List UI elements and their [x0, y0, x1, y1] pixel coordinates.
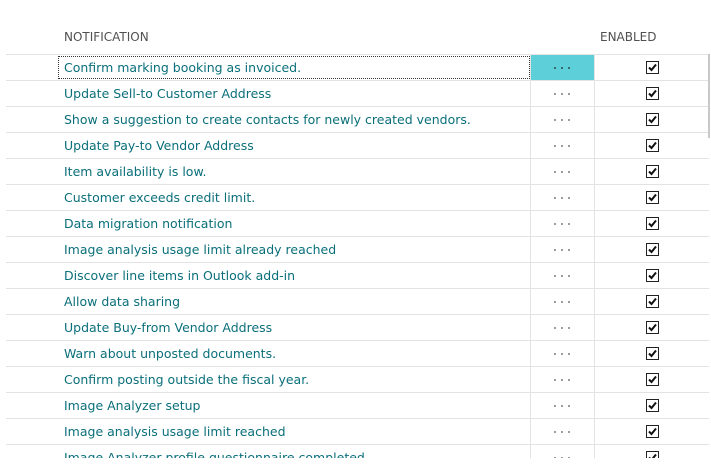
- enabled-checkbox[interactable]: [646, 113, 660, 127]
- more-icon: [554, 67, 570, 69]
- notification-row[interactable]: Update Pay-to Vendor Address: [6, 132, 709, 158]
- notification-row[interactable]: Update Sell-to Customer Address: [6, 80, 709, 106]
- more-icon: [554, 457, 570, 458]
- notification-row[interactable]: Discover line items in Outlook add-in: [6, 262, 709, 288]
- more-icon: [554, 171, 570, 173]
- enabled-checkbox[interactable]: [646, 165, 660, 179]
- notification-name[interactable]: Warn about unposted documents.: [57, 341, 531, 366]
- notification-row[interactable]: Image Analyzer setup: [6, 392, 709, 418]
- row-actions[interactable]: [531, 237, 595, 262]
- enabled-checkbox[interactable]: [646, 87, 660, 101]
- enabled-checkbox[interactable]: [646, 139, 660, 153]
- more-icon: [554, 249, 570, 251]
- more-icon: [554, 275, 570, 277]
- notification-row[interactable]: Data migration notification: [6, 210, 709, 236]
- notification-row[interactable]: Image analysis usage limit reached: [6, 418, 709, 444]
- notification-name[interactable]: Confirm marking booking as invoiced.: [57, 55, 531, 80]
- more-icon: [554, 223, 570, 225]
- more-icon: [554, 119, 570, 121]
- enabled-checkbox[interactable]: [646, 191, 660, 205]
- row-actions[interactable]: [531, 211, 595, 236]
- scrollbar[interactable]: [708, 54, 710, 138]
- notification-row[interactable]: Warn about unposted documents.: [6, 340, 709, 366]
- enabled-checkbox[interactable]: [646, 347, 660, 361]
- more-icon: [554, 301, 570, 303]
- enabled-checkbox[interactable]: [646, 243, 660, 257]
- notification-name[interactable]: Data migration notification: [57, 211, 531, 236]
- notification-name[interactable]: Update Sell-to Customer Address: [57, 81, 531, 106]
- notification-name[interactable]: Image Analyzer setup: [57, 393, 531, 418]
- notification-name[interactable]: Customer exceeds credit limit.: [57, 185, 531, 210]
- notification-name[interactable]: Allow data sharing: [57, 289, 531, 314]
- notification-row[interactable]: Allow data sharing: [6, 288, 709, 314]
- enabled-checkbox[interactable]: [646, 295, 660, 309]
- enabled-checkbox[interactable]: [646, 217, 660, 231]
- notification-name[interactable]: Update Buy-from Vendor Address: [57, 315, 531, 340]
- row-actions[interactable]: [531, 315, 595, 340]
- row-actions[interactable]: [531, 133, 595, 158]
- row-actions[interactable]: [531, 159, 595, 184]
- more-icon: [554, 431, 570, 433]
- notification-name[interactable]: Discover line items in Outlook add-in: [57, 263, 531, 288]
- column-header[interactable]: NOTIFICATION: [64, 30, 149, 44]
- row-actions[interactable]: [531, 289, 595, 314]
- more-icon: [554, 405, 570, 407]
- enabled-checkbox[interactable]: [646, 425, 660, 439]
- notification-row[interactable]: Confirm marking booking as invoiced.: [6, 54, 709, 80]
- row-actions[interactable]: [531, 107, 595, 132]
- enabled-checkbox[interactable]: [646, 451, 660, 458]
- notification-name[interactable]: Update Pay-to Vendor Address: [57, 133, 531, 158]
- notification-row[interactable]: Customer exceeds credit limit.: [6, 184, 709, 210]
- notification-name[interactable]: Item availability is low.: [57, 159, 531, 184]
- notification-row[interactable]: Show a suggestion to create contacts for…: [6, 106, 709, 132]
- enabled-checkbox[interactable]: [646, 321, 660, 335]
- row-actions[interactable]: [531, 55, 595, 80]
- notification-row[interactable]: Item availability is low.: [6, 158, 709, 184]
- notification-row[interactable]: Image analysis usage limit already reach…: [6, 236, 709, 262]
- row-actions[interactable]: [531, 81, 595, 106]
- notification-row[interactable]: Image Analyzer profile questionnaire com…: [6, 444, 709, 458]
- notification-name[interactable]: Image analysis usage limit reached: [57, 419, 531, 444]
- more-icon: [554, 145, 570, 147]
- row-actions[interactable]: [531, 393, 595, 418]
- notification-row[interactable]: Confirm posting outside the fiscal year.: [6, 366, 709, 392]
- notification-name[interactable]: Image Analyzer profile questionnaire com…: [57, 445, 531, 458]
- notification-name[interactable]: Image analysis usage limit already reach…: [57, 237, 531, 262]
- notification-list: Confirm marking booking as invoiced. Upda…: [6, 54, 709, 458]
- row-actions[interactable]: [531, 419, 595, 444]
- enabled-checkbox[interactable]: [646, 61, 660, 75]
- column-header[interactable]: ENABLED: [600, 30, 657, 44]
- more-icon: [554, 353, 570, 355]
- notification-row[interactable]: Update Buy-from Vendor Address: [6, 314, 709, 340]
- more-icon: [554, 379, 570, 381]
- more-icon: [554, 327, 570, 329]
- enabled-checkbox[interactable]: [646, 399, 660, 413]
- notification-name[interactable]: Confirm posting outside the fiscal year.: [57, 367, 531, 392]
- enabled-checkbox[interactable]: [646, 373, 660, 387]
- row-actions[interactable]: [531, 185, 595, 210]
- enabled-checkbox[interactable]: [646, 269, 660, 283]
- notification-name[interactable]: Show a suggestion to create contacts for…: [57, 107, 531, 132]
- row-actions[interactable]: [531, 445, 595, 458]
- row-actions[interactable]: [531, 367, 595, 392]
- more-icon: [554, 197, 570, 199]
- row-actions[interactable]: [531, 263, 595, 288]
- more-icon: [554, 93, 570, 95]
- row-actions[interactable]: [531, 341, 595, 366]
